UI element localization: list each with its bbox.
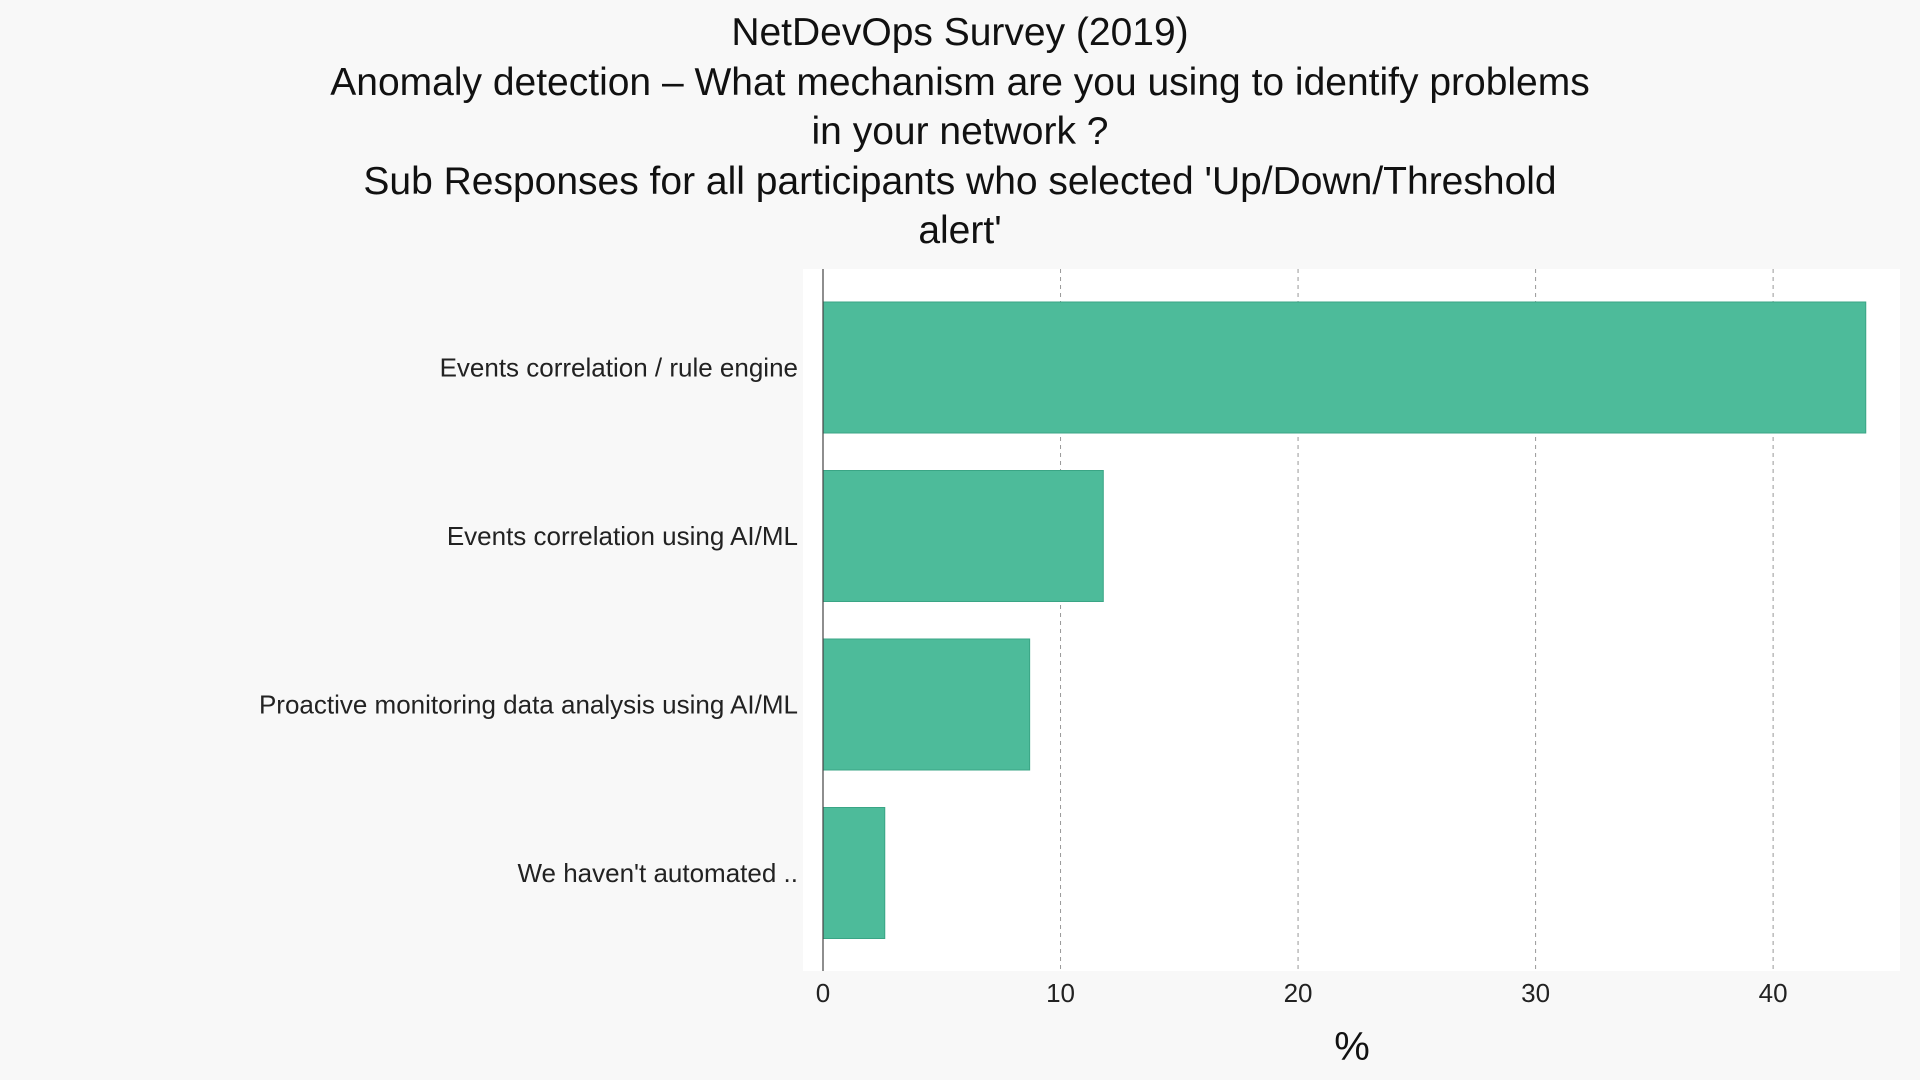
- x-tick-label: 20: [1284, 978, 1313, 1008]
- category-label: Events correlation / rule engine: [440, 353, 798, 383]
- bar: [822, 301, 1867, 434]
- category-label: Proactive monitoring data analysis using…: [259, 690, 798, 720]
- chart-title: NetDevOps Survey (2019) Anomaly detectio…: [250, 8, 1670, 256]
- bar: [822, 807, 886, 939]
- category-label: Events correlation using AI/ML: [447, 521, 798, 551]
- chart-title-line: NetDevOps Survey (2019): [731, 11, 1189, 54]
- bar: [822, 638, 1031, 771]
- chart-title-line: in your network ?: [811, 110, 1109, 153]
- gridlines: [1060, 269, 1774, 971]
- category-label: We haven't automated ..: [517, 858, 798, 888]
- x-tick-label: 40: [1759, 978, 1788, 1008]
- bar: [822, 470, 1104, 602]
- bars: [822, 301, 1867, 939]
- x-tick-label: 30: [1521, 978, 1550, 1008]
- x-tick-label: 10: [1046, 978, 1075, 1008]
- category-labels: Events correlation / rule engine Events c…: [259, 353, 798, 889]
- chart-title-line: Anomaly detection – What mechanism are y…: [330, 60, 1590, 104]
- x-axis-title: %: [1334, 1025, 1370, 1069]
- chart-title-line: alert': [918, 209, 1002, 252]
- x-tick-label: 0: [816, 978, 830, 1008]
- chart-title-line: Sub Responses for all participants who s…: [363, 159, 1557, 203]
- x-tick-labels: 0 10 20 30 40: [816, 978, 1788, 1008]
